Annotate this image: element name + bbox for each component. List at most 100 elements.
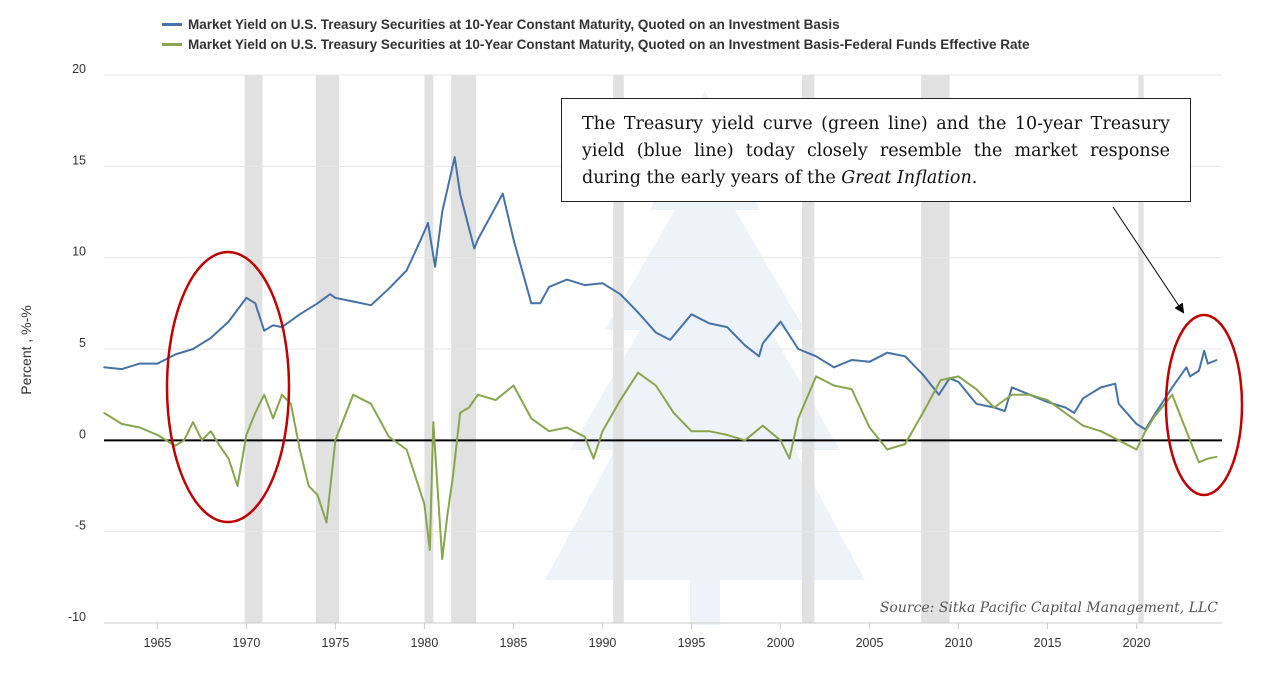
series-1-point	[601, 430, 604, 433]
series-0-point	[352, 300, 355, 303]
series-1-point	[405, 448, 408, 451]
series-1-point	[325, 521, 328, 524]
series-1-point	[334, 439, 337, 442]
series-1-point	[1117, 439, 1120, 442]
series-1-point	[352, 393, 355, 396]
series-1-point	[993, 406, 995, 409]
series-1-point	[833, 384, 835, 387]
series-1-point	[210, 430, 212, 433]
series-1-point	[121, 423, 123, 425]
series-1-point	[530, 417, 533, 420]
series-1-point	[477, 393, 479, 396]
series-0-point	[938, 393, 940, 396]
series-0-point	[975, 403, 978, 405]
series-0-point	[904, 355, 906, 358]
series-0-point	[121, 368, 123, 370]
series-1-point	[494, 399, 497, 401]
legend-item-blue: Market Yield on U.S. Treasury Securities…	[162, 16, 840, 32]
series-0-point	[370, 304, 372, 306]
series-1-point	[957, 375, 960, 378]
series-0-point	[427, 222, 429, 224]
series-1-point	[761, 424, 764, 427]
series-0-point	[833, 366, 835, 369]
series-1-point	[815, 375, 817, 378]
series-1-point	[307, 485, 310, 487]
series-1-point	[1171, 393, 1173, 396]
x-tick-label: 2015	[1034, 636, 1062, 650]
series-0-point	[601, 282, 604, 285]
y-tick-label: 0	[79, 427, 86, 441]
x-tick-label: 1970	[233, 636, 261, 650]
x-tick-label: 1980	[411, 636, 439, 650]
series-0-point	[726, 326, 728, 328]
series-1-point	[1144, 430, 1147, 433]
legend-label-green: Market Yield on U.S. Treasury Securities…	[188, 36, 1030, 52]
series-0-point	[1203, 350, 1205, 352]
series-1-point	[690, 430, 693, 433]
series-0-point	[263, 329, 266, 332]
series-1-point	[254, 412, 257, 414]
series-0-point	[690, 313, 693, 316]
series-0-point	[459, 192, 461, 195]
series-1-point	[1153, 415, 1156, 418]
y-tick-label: 20	[72, 62, 86, 76]
series-1-point	[904, 443, 906, 445]
series-1-point	[290, 403, 292, 405]
series-0-point	[1206, 362, 1209, 365]
series-1-point	[432, 421, 435, 423]
series-1-point	[868, 426, 871, 429]
series-1-point	[192, 421, 194, 423]
legend-label-blue: Market Yield on U.S. Treasury Securities…	[188, 16, 840, 32]
annotation-emphasis: Great Inflation	[841, 168, 972, 188]
series-0-point	[797, 348, 800, 350]
y-tick-label: 10	[72, 245, 86, 259]
series-0-point	[1064, 406, 1067, 409]
series-1-point	[218, 445, 221, 447]
series-0-point	[1114, 382, 1116, 385]
series-1-point	[619, 399, 622, 401]
series-0-point	[957, 381, 960, 383]
series-1-point	[1100, 430, 1102, 433]
series-1-point	[922, 412, 924, 414]
series-0-point	[619, 293, 622, 296]
y-axis-label: Percent , %-%	[18, 305, 34, 395]
x-tick-label: 1995	[678, 636, 706, 650]
series-0-point	[539, 302, 541, 305]
series-1-point	[1189, 439, 1191, 442]
series-0-point	[1004, 410, 1006, 412]
annotation-box: The Treasury yield curve (green line) an…	[561, 98, 1191, 202]
series-1-point	[726, 434, 728, 436]
series-0-point	[334, 297, 337, 299]
series-0-point	[512, 238, 515, 241]
series-0-point	[637, 311, 639, 314]
series-0-point	[1189, 375, 1191, 378]
series-0-point	[530, 302, 533, 305]
series-0-point	[329, 293, 331, 296]
y-tick-label: 15	[72, 153, 86, 167]
series-0-point	[815, 355, 817, 358]
series-0-point	[388, 287, 390, 290]
series-0-point	[254, 302, 257, 305]
series-1-point	[201, 439, 203, 442]
series-1-point	[183, 439, 185, 442]
series-1-point	[637, 371, 639, 374]
series-0-point	[1198, 370, 1200, 372]
series-0-point	[192, 348, 194, 350]
series-0-point	[1100, 386, 1102, 389]
series-1-point	[672, 412, 675, 414]
series-0-point	[138, 362, 141, 365]
series-0-point	[583, 284, 586, 286]
y-tick-label: -10	[68, 610, 86, 624]
series-0-point	[473, 247, 476, 250]
series-0-point	[210, 337, 212, 339]
series-0-point	[1073, 412, 1076, 414]
series-0-point	[299, 313, 301, 316]
series-0-point	[868, 360, 871, 363]
series-1-point	[975, 388, 978, 390]
series-1-point	[788, 457, 791, 460]
series-1-point	[414, 476, 417, 478]
series-1-point	[370, 403, 372, 405]
series-0-point	[886, 351, 889, 354]
series-0-point	[922, 373, 924, 376]
